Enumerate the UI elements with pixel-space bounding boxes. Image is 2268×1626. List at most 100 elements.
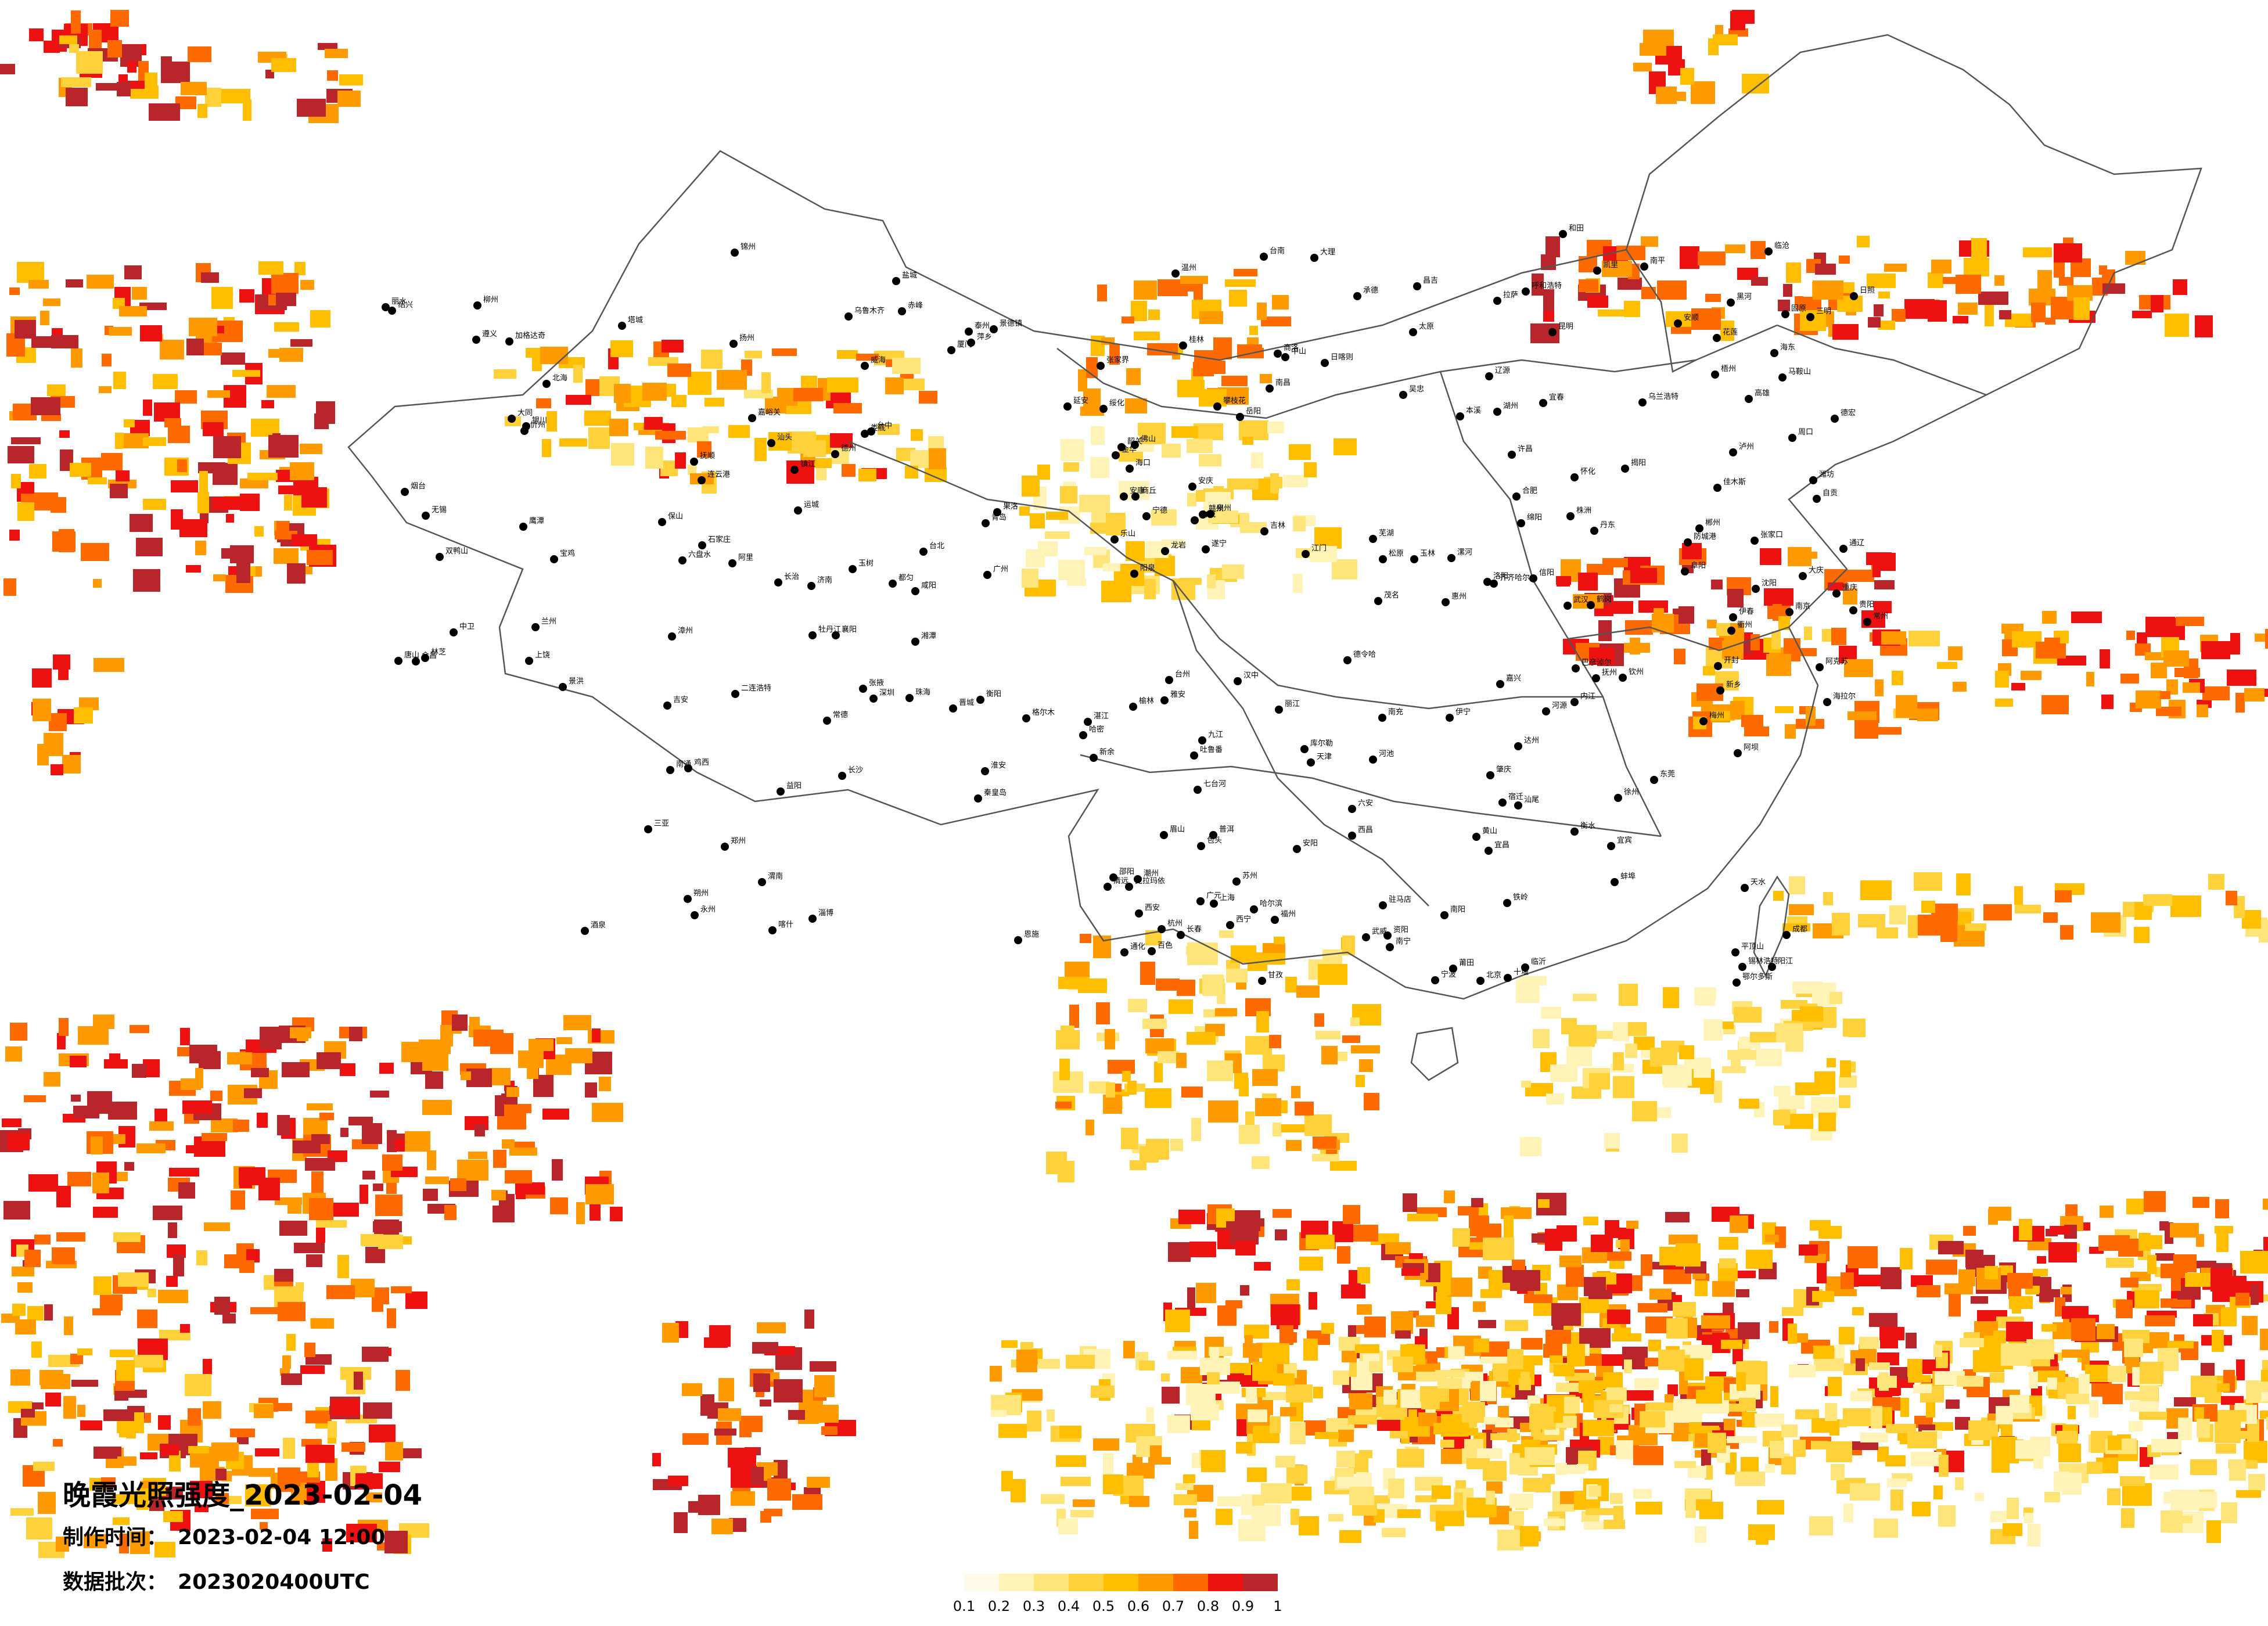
heat-cell <box>1964 258 1989 276</box>
heat-cell <box>1207 574 1216 588</box>
heat-cell <box>213 436 241 458</box>
city-marker <box>1369 535 1377 543</box>
heat-cell <box>1774 1086 1791 1096</box>
heat-cell <box>1620 1239 1630 1251</box>
city-label: 宁德 <box>1152 506 1167 515</box>
city-label: 阳泉 <box>1140 563 1155 573</box>
city-marker <box>1160 831 1168 839</box>
heat-cell <box>1471 1198 1483 1207</box>
heat-cell <box>1609 1404 1623 1412</box>
heat-cell <box>1640 1411 1665 1427</box>
heat-cell <box>1480 1357 1509 1364</box>
heat-cell <box>1473 1301 1486 1312</box>
heat-cell <box>1598 620 1612 641</box>
heat-cell <box>2221 1307 2237 1326</box>
heat-cell <box>1630 568 1657 583</box>
heat-cell <box>751 1467 764 1485</box>
heat-cell <box>58 666 69 680</box>
heat-cell <box>1778 616 1790 630</box>
heat-cell <box>1778 300 1790 311</box>
heat-cell <box>2216 1231 2229 1252</box>
city-marker <box>1197 842 1205 850</box>
heat-cell <box>1532 274 1544 296</box>
heat-cell <box>1245 1111 1255 1128</box>
city-label: 宜昌 <box>1494 841 1509 850</box>
heat-cell <box>1809 1516 1833 1535</box>
heat-cell <box>450 1178 466 1191</box>
heat-cell <box>196 1250 207 1265</box>
heat-cell <box>1831 628 1846 645</box>
heat-cell <box>2057 1431 2077 1444</box>
heat-cell <box>1273 1123 1281 1136</box>
heat-cell <box>107 40 122 57</box>
heat-cell <box>674 1512 688 1533</box>
heat-cell <box>2091 912 2120 933</box>
heat-cell <box>1201 1450 1225 1472</box>
heat-cell <box>0 64 15 74</box>
city-label: 海东 <box>1780 343 1795 352</box>
heat-cell <box>1554 1412 1563 1423</box>
city-label: 渭南 <box>768 872 783 881</box>
heat-cell <box>2108 1436 2122 1450</box>
city-marker <box>1514 801 1522 810</box>
heat-cell <box>1890 1490 1903 1510</box>
heat-cell <box>2120 1278 2138 1287</box>
heat-cell <box>2006 1322 2033 1341</box>
city-marker <box>1449 965 1457 973</box>
city-label: 阿里 <box>738 553 753 562</box>
heat-cell <box>143 437 166 446</box>
heat-cell <box>2058 1444 2081 1462</box>
heat-cell <box>1825 1403 1837 1421</box>
city-marker <box>1171 269 1180 278</box>
heat-cell <box>2015 1440 2036 1459</box>
heat-cell <box>77 1348 92 1355</box>
legend-swatch <box>1243 1574 1278 1591</box>
heat-cell <box>1432 1485 1451 1499</box>
city-label: 哈尔滨 <box>1260 899 1282 908</box>
heat-cell <box>230 1429 255 1437</box>
heat-cell <box>610 340 633 357</box>
city-marker <box>388 307 396 315</box>
city-label: 商洛 <box>1284 344 1299 352</box>
heat-cell <box>1800 1006 1823 1021</box>
heat-cell <box>1857 1275 1881 1286</box>
heat-cell <box>2054 243 2082 262</box>
heat-cell <box>1109 344 1120 365</box>
heat-cell <box>2044 1492 2060 1502</box>
heat-cell <box>189 318 217 336</box>
city-marker <box>1570 473 1579 481</box>
heat-cell <box>1928 272 1943 288</box>
heat-cell <box>149 103 180 121</box>
heat-cell <box>40 311 49 325</box>
heat-cell <box>326 1285 355 1299</box>
heat-cell <box>588 1030 614 1044</box>
heat-cell <box>275 1403 292 1411</box>
heat-cell <box>1550 1064 1577 1082</box>
city-marker <box>1188 483 1196 491</box>
heat-cell <box>588 427 610 449</box>
heat-cell <box>1458 1428 1478 1436</box>
heat-cell <box>2263 1237 2268 1252</box>
heat-cell <box>1755 1413 1784 1427</box>
heat-cell <box>2197 704 2208 717</box>
heat-cell <box>991 1410 1007 1417</box>
heat-cell <box>1476 1224 1501 1239</box>
heat-cell <box>1789 1365 1816 1377</box>
heat-cell <box>1215 1008 1237 1016</box>
heat-cell <box>1769 1321 1778 1333</box>
heat-cell <box>1854 720 1878 739</box>
city-marker <box>1542 707 1550 715</box>
city-marker <box>1456 412 1464 420</box>
heat-cell <box>1875 679 1884 696</box>
heat-cell <box>1490 1433 1520 1440</box>
heat-cell <box>1337 1477 1357 1488</box>
heat-cell <box>1510 1270 1540 1291</box>
legend-swatch <box>999 1574 1034 1591</box>
heat-cell <box>1714 1081 1722 1103</box>
heat-cell <box>1415 1495 1437 1502</box>
heat-cell <box>2134 1290 2159 1308</box>
heat-cell <box>1337 1246 1350 1264</box>
city-marker <box>1307 758 1315 767</box>
heat-cell <box>319 1113 334 1120</box>
heat-cell <box>697 441 711 458</box>
